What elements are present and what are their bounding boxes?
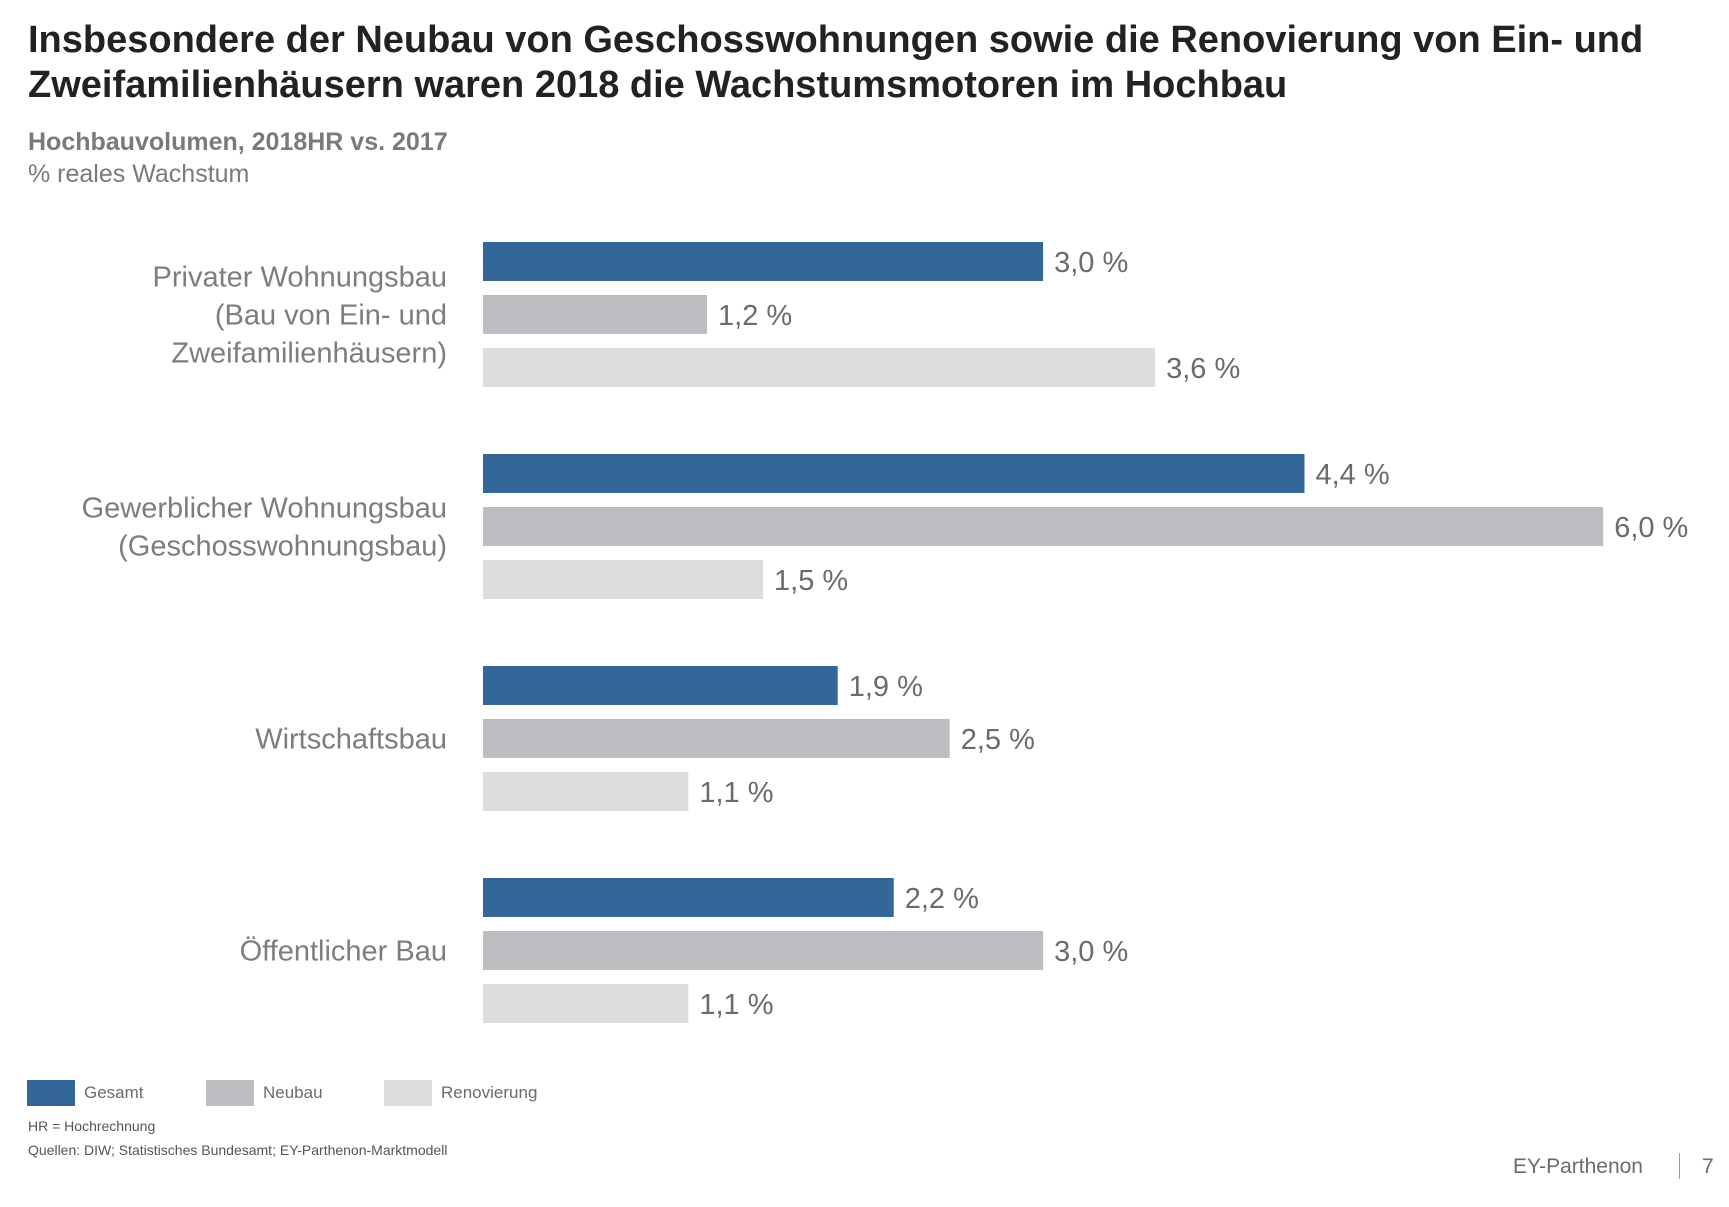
brand-logo-text: EY-Parthenon: [1513, 1155, 1643, 1178]
divider: [1679, 1153, 1680, 1179]
bar-renovierung-1: [483, 560, 764, 599]
category-label-0: Privater Wohnungsbau (Bau von Ein- und Zwe…: [153, 262, 447, 370]
category-label-line: Zweifamilienhäusern): [171, 338, 447, 370]
value-label-renovierung-1: 1,5 %: [774, 565, 848, 597]
bar-gesamt-1: [483, 454, 1305, 493]
category-label-3: Öffentlicher Bau: [240, 936, 447, 968]
bar-gesamt-2: [483, 666, 838, 705]
category-label-line: (Geschosswohnungsbau): [118, 531, 447, 563]
legend-swatch: [206, 1080, 254, 1106]
category-label-2: Wirtschaftsbau: [255, 724, 447, 756]
value-label-renovierung-2: 1,1 %: [699, 777, 773, 809]
footnote-hr: HR = Hochrechnung: [28, 1118, 156, 1134]
legend-label: Neubau: [263, 1083, 323, 1102]
category-label-line: Wirtschaftsbau: [255, 724, 447, 756]
value-label-gesamt-3: 2,2 %: [905, 883, 979, 915]
bar-neubau-2: [483, 719, 950, 758]
value-label-gesamt-0: 3,0 %: [1054, 247, 1128, 279]
category-label-line: Gewerblicher Wohnungsbau: [82, 493, 447, 525]
bar-chart: 3,0 % 1,2 % 3,6 % Privater Wohnungsbau (Bau …: [82, 242, 1688, 1023]
value-label-renovierung-0: 3,6 %: [1166, 353, 1240, 385]
value-label-neubau-0: 1,2 %: [718, 300, 792, 332]
value-label-neubau-1: 6,0 %: [1614, 512, 1688, 544]
value-label-renovierung-3: 1,1 %: [699, 989, 773, 1021]
bar-renovierung-2: [483, 772, 689, 811]
bar-neubau-1: [483, 507, 1604, 546]
category-label-line: (Bau von Ein- und: [215, 300, 447, 332]
category-label-line: Privater Wohnungsbau: [153, 262, 447, 294]
value-label-gesamt-1: 4,4 %: [1315, 459, 1389, 491]
legend-label: Renovierung: [441, 1083, 538, 1102]
value-label-gesamt-2: 1,9 %: [849, 671, 923, 703]
footnote-sources: Quellen: DIW; Statistisches Bundesamt; E…: [28, 1142, 448, 1158]
value-label-neubau-2: 2,5 %: [961, 724, 1035, 756]
bar-neubau-0: [483, 295, 708, 334]
page-title: Insbesondere der Neubau von Geschosswohn…: [28, 19, 1644, 106]
chart-subtitle: Hochbauvolumen, 2018HR vs. 2017: [28, 128, 448, 156]
bar-gesamt-0: [483, 242, 1044, 281]
page-number: 7: [1702, 1155, 1714, 1178]
legend-swatch: [384, 1080, 432, 1106]
bar-neubau-3: [483, 931, 1044, 970]
bar-gesamt-3: [483, 878, 894, 917]
category-label-line: Öffentlicher Bau: [240, 936, 447, 968]
bar-renovierung-0: [483, 348, 1156, 387]
bar-renovierung-3: [483, 984, 689, 1023]
value-label-neubau-3: 3,0 %: [1054, 936, 1128, 968]
category-label-1: Gewerblicher Wohnungsbau (Geschosswohnung…: [82, 493, 447, 563]
unit-label: % reales Wachstum: [28, 160, 250, 188]
legend-label: Gesamt: [84, 1083, 144, 1102]
legend-swatch: [27, 1080, 75, 1106]
